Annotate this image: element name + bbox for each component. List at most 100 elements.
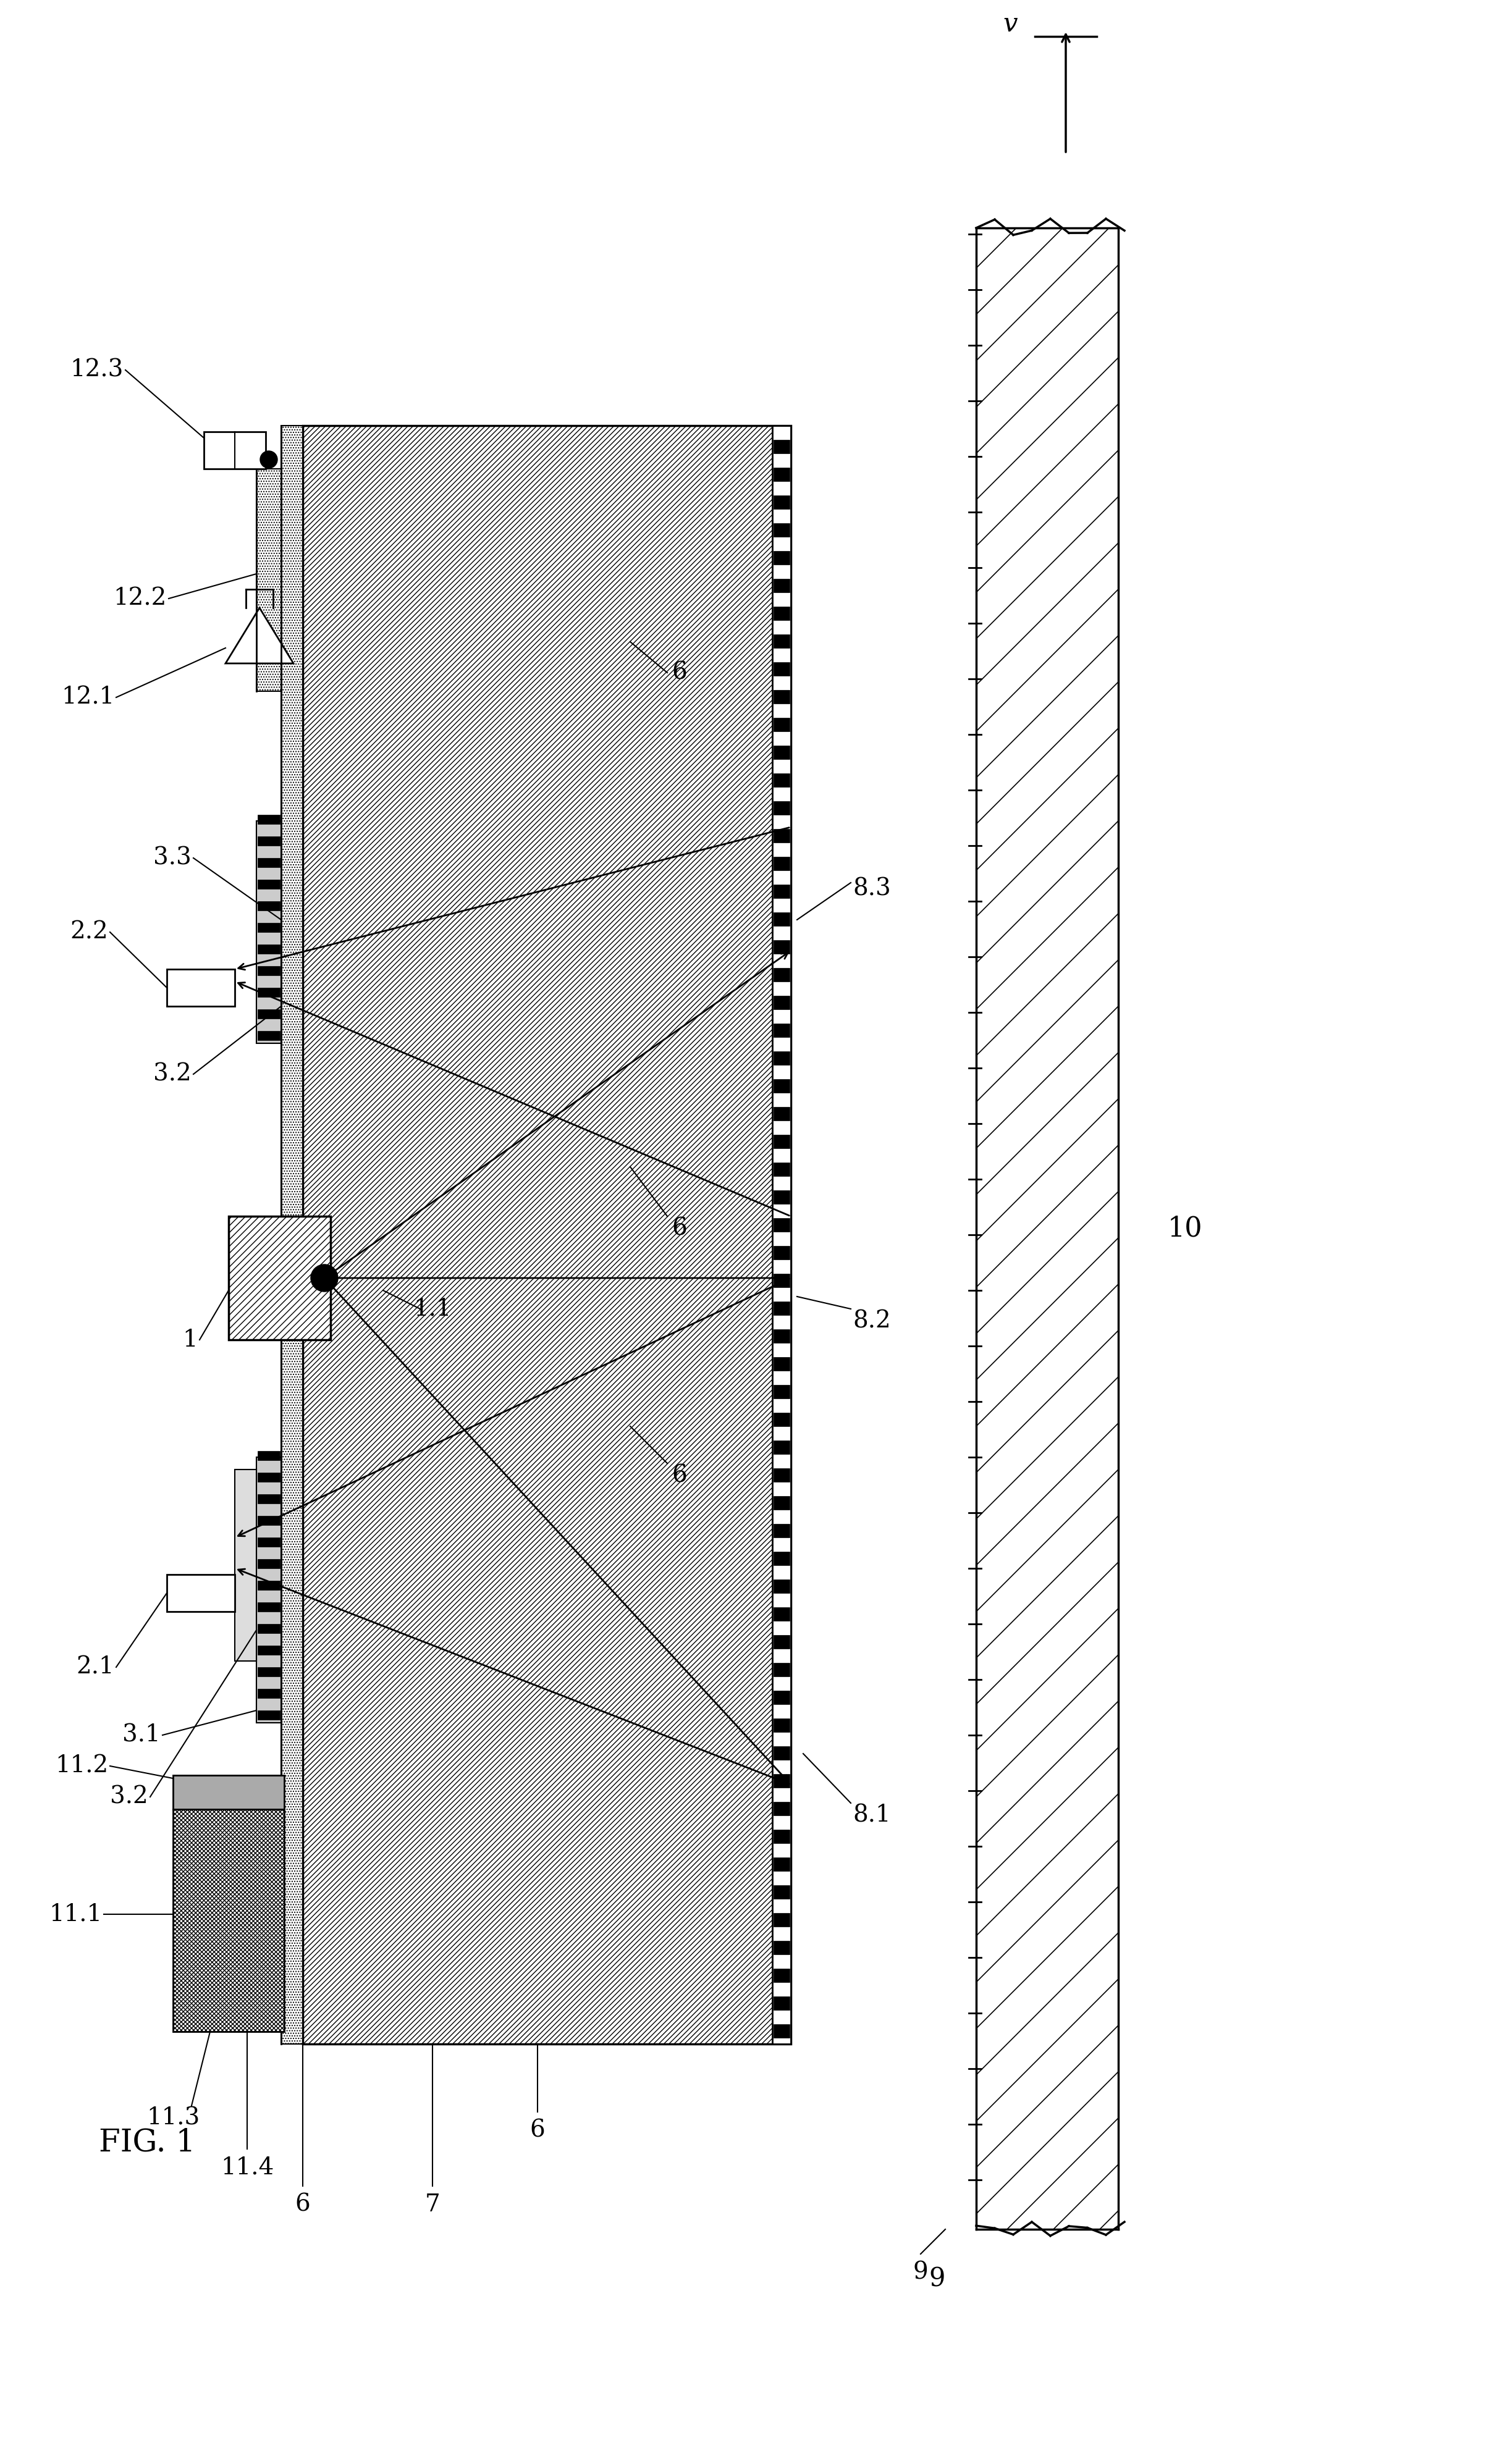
Text: 1.1: 1.1 [414,1299,451,1321]
Bar [258,1582,280,1589]
Text: 10: 10 [1167,1215,1203,1242]
Bar [774,1412,789,1427]
Bar [774,579,789,591]
Polygon shape [225,609,293,663]
Bar [258,1602,280,1611]
Bar [774,1774,789,1786]
Bar [258,1451,280,1461]
Bar [258,1030,280,1040]
Bar [774,1328,789,1343]
Text: 8.3: 8.3 [853,877,890,899]
Bar [774,1052,789,1064]
Bar [774,1106,789,1121]
Bar [256,468,281,692]
Bar [258,1624,280,1634]
Bar [774,1523,789,1538]
Bar [774,801,789,816]
Bar [774,968,789,981]
Bar [229,1217,331,1340]
Text: 6: 6 [672,660,688,685]
Text: 9: 9 [929,2267,946,2292]
Bar [258,1010,280,1018]
Bar [258,1538,280,1547]
Bar [774,1607,789,1621]
Bar [773,426,791,2045]
Text: 12.2: 12.2 [113,586,167,611]
Bar [774,495,789,510]
Bar [774,1079,789,1092]
Text: 8.1: 8.1 [853,1804,890,1826]
Bar [774,1469,789,1481]
Text: 3.3: 3.3 [153,848,192,870]
Circle shape [261,451,277,468]
Text: 6: 6 [672,1217,688,1239]
Text: v: v [1004,12,1017,37]
Bar [774,633,789,648]
Bar [774,1579,789,1594]
Text: 11.1: 11.1 [49,1902,101,1927]
Bar [774,1358,789,1370]
Bar [258,1710,280,1720]
Bar [774,1136,789,1148]
Bar [167,1574,235,1611]
Bar [774,1747,789,1759]
Bar [774,1385,789,1400]
Bar [258,857,280,867]
Bar [774,717,789,732]
Bar [258,880,280,890]
Bar [774,747,789,759]
Bar [173,1774,284,1809]
Bar [774,663,789,675]
Text: 7: 7 [424,2193,441,2215]
Text: 6: 6 [530,2119,545,2141]
Bar [774,1885,789,1900]
Bar [774,1996,789,2011]
Bar [774,1717,789,1732]
Bar [774,1190,789,1205]
Text: 11.3: 11.3 [146,2107,200,2129]
Bar [774,774,789,786]
Bar [258,966,280,976]
Bar [256,821,281,1042]
Bar [774,1690,789,1705]
Bar [167,968,235,1005]
Bar [774,1301,789,1316]
Text: 2.2: 2.2 [70,922,109,944]
Bar [258,835,280,845]
Text: 11.4: 11.4 [220,2156,274,2178]
Bar [774,1801,789,1816]
Bar [173,1809,284,2033]
Bar [774,1858,789,1870]
Bar [774,439,789,453]
Text: 6: 6 [295,2193,310,2215]
Bar [774,1163,789,1175]
Text: 1: 1 [183,1328,198,1350]
Bar [258,944,280,954]
Text: 3.2: 3.2 [153,1062,192,1087]
Bar [774,522,789,537]
Bar [774,690,789,705]
Text: 8.2: 8.2 [853,1311,890,1333]
Bar [774,1942,789,1954]
Bar [774,1247,789,1259]
Bar [774,1217,789,1232]
Bar [774,1552,789,1565]
Bar [256,1456,281,1722]
Bar [774,1636,789,1648]
Bar [774,1663,789,1676]
Bar [774,995,789,1010]
Bar [774,828,789,843]
Bar [258,1668,280,1676]
Bar [774,1023,789,1037]
Bar [258,988,280,998]
Bar [774,1441,789,1454]
Text: 3.2: 3.2 [110,1786,149,1809]
Bar [281,426,302,2045]
Bar [258,924,280,931]
Text: 12.3: 12.3 [70,360,124,382]
Bar [258,1515,280,1525]
Bar [258,902,280,912]
Bar [204,431,265,468]
Bar [774,1831,789,1843]
Bar [774,1969,789,1981]
